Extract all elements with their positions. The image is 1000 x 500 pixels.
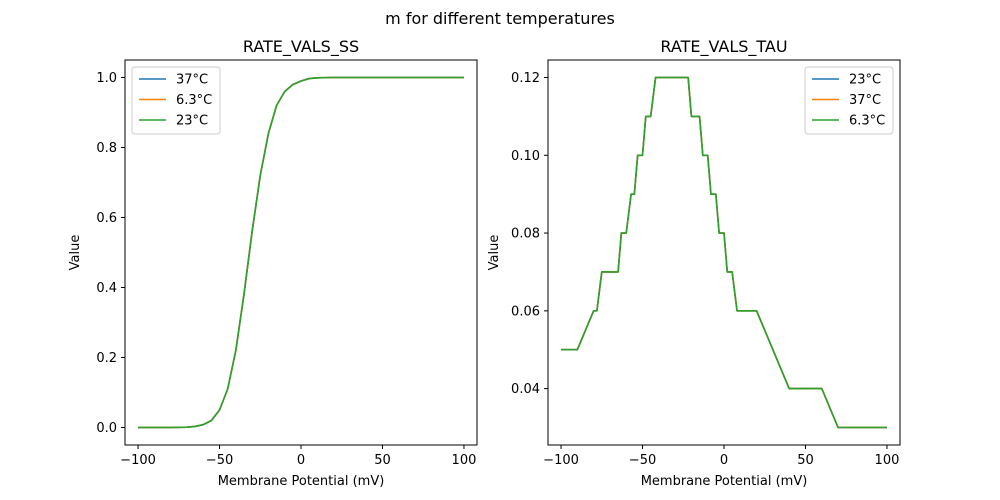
y-tick-label: 0.10 [511, 149, 540, 164]
y-tick-label: 0.4 [96, 281, 117, 296]
y-axis-label: Value [487, 235, 502, 271]
legend: 37°C 6.3°C 23°C [131, 66, 221, 135]
subplot-rate-vals-tau: RATE_VALS_TAU −100 −50 0 50 100 0.04 0.06 0.08 0.… [487, 37, 901, 489]
legend-entry: 23°C [176, 114, 208, 129]
x-tick-label: 50 [797, 453, 814, 468]
x-tick-label: −50 [206, 453, 233, 468]
subplot-title: RATE_VALS_TAU [660, 37, 787, 57]
series-line-23C [138, 76, 464, 429]
x-axis-label: Membrane Potential (mV) [641, 474, 808, 489]
y-tick-label: 0.12 [511, 71, 540, 86]
subplot-title: RATE_VALS_SS [243, 37, 359, 57]
x-tick-label: −100 [120, 453, 156, 468]
figure-suptitle: m for different temperatures [385, 9, 615, 28]
y-tick-label: 0.6 [96, 211, 117, 226]
series-line-6.3C [561, 76, 887, 429]
x-tick-label: 0 [297, 453, 305, 468]
y-tick-label: 0.0 [96, 421, 117, 436]
legend: 23°C 37°C 6.3°C [804, 66, 894, 135]
legend-frame [131, 66, 221, 135]
x-tick-label: −100 [543, 453, 579, 468]
y-tick-label: 0.06 [511, 304, 540, 319]
legend-entry: 37°C [176, 73, 208, 88]
y-tick-label: 0.2 [96, 351, 117, 366]
plot-frame [547, 59, 901, 446]
y-tick-label: 1.0 [96, 71, 117, 86]
legend-entry: 6.3°C [849, 114, 885, 129]
x-tick-label: 100 [875, 453, 900, 468]
y-axis-label: Value [68, 235, 83, 271]
x-tick-label: 100 [452, 453, 477, 468]
y-tick-label: 0.04 [511, 382, 540, 397]
plot-frame [124, 59, 478, 446]
legend-frame [804, 66, 894, 135]
legend-entry: 6.3°C [176, 93, 212, 108]
y-tick-label: 0.8 [96, 141, 117, 156]
x-tick-label: 50 [374, 453, 391, 468]
y-tick-label: 0.08 [511, 227, 540, 242]
x-axis-label: Membrane Potential (mV) [218, 474, 385, 489]
x-tick-label: −50 [629, 453, 656, 468]
legend-entry: 37°C [849, 93, 881, 108]
subplot-rate-vals-ss: RATE_VALS_SS −100 −50 0 50 100 0.0 0.2 0.4 0.6 0.8… [68, 37, 478, 489]
legend-entry: 23°C [849, 73, 881, 88]
x-tick-label: 0 [720, 453, 728, 468]
